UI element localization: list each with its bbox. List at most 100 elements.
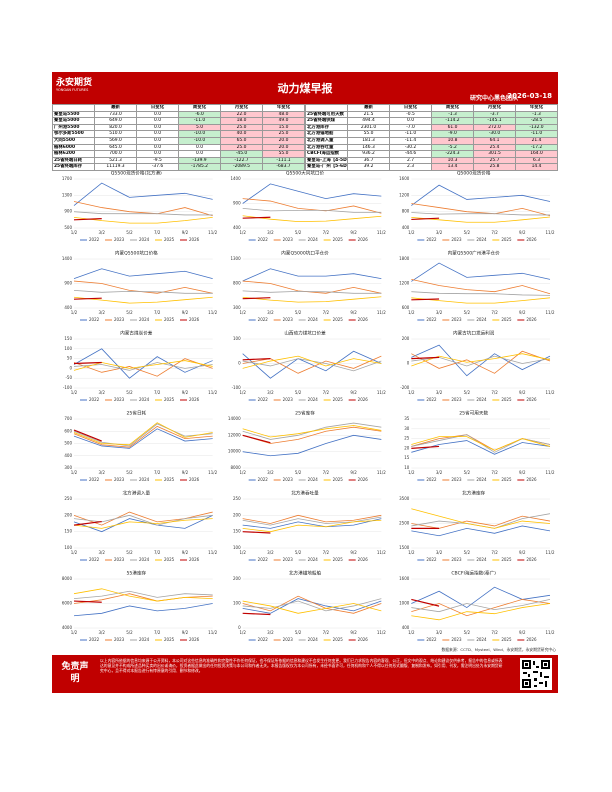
legend-label: 2022 [258, 397, 269, 402]
legend-label: 2024 [476, 397, 487, 402]
y-tick-label: 400 [402, 225, 410, 230]
x-tick-label: 5/2 [126, 230, 133, 235]
x-tick-label: 3/2 [267, 550, 274, 555]
x-tick-label: 5/2 [295, 390, 302, 395]
x-tick-label: 5/2 [295, 550, 302, 555]
cell: -10.0 [178, 130, 221, 138]
cell: -11.0 [515, 130, 558, 138]
table-row: 北方港调入量 181.3 -11.4 10.8 64.1 21.4 [305, 136, 558, 145]
cell: 22.0 [220, 110, 263, 119]
x-tick-label: 7/2 [154, 230, 161, 235]
y-tick-label: 400 [402, 625, 410, 630]
series-line [242, 183, 382, 204]
chart-title: Q5500现货价格(北方港) [111, 170, 162, 177]
legend-label: 2023 [283, 477, 294, 482]
row-label: 北方港锚地船 [305, 130, 348, 138]
cell: 25.0 [220, 143, 263, 152]
legend-label: 2024 [308, 637, 319, 642]
x-tick-label: 5/2 [295, 630, 302, 635]
cell: 0.0 [136, 136, 179, 145]
y-tick-label: 900 [233, 201, 241, 206]
series-line [242, 350, 382, 379]
y-tick-label: 50 [67, 356, 73, 361]
x-tick-label: 3/2 [99, 390, 106, 395]
series-line [411, 436, 551, 451]
legend-label: 2023 [283, 637, 294, 642]
cell: 569.0 [94, 136, 137, 145]
legend-label: 2022 [258, 477, 269, 482]
chart-title: 内蒙古煤炭价差 [120, 330, 153, 337]
x-tick-label: 7/2 [491, 310, 498, 315]
table-row: 大同5500 569.0 0.0 -10.0 65.0 20.0 [52, 136, 305, 145]
x-tick-label: 3/2 [436, 230, 443, 235]
row-label: 秦皇岛-上海【4-5DWT】 [305, 156, 348, 165]
cell: 272.0 [473, 123, 516, 132]
chart-title: 内蒙Q5500广州港平仓价 [448, 250, 500, 257]
x-tick-label: 3/2 [436, 550, 443, 555]
cell: -28.5 [515, 117, 558, 125]
x-tick-label: 11/2 [208, 550, 217, 555]
y-tick-label: 800 [233, 281, 241, 286]
cell: -6.0 [178, 110, 221, 119]
legend-label: 2025 [333, 317, 344, 322]
chart-title: CBCFI海运指数(秦广) [451, 570, 496, 577]
cell: 25.7 [473, 156, 516, 165]
row-label: 25省终端日耗 [52, 156, 95, 165]
y-tick-label: -100 [63, 385, 73, 390]
x-tick-label: 1/2 [239, 470, 246, 475]
x-tick-label: 7/2 [323, 390, 330, 395]
series-line [73, 514, 213, 533]
series-line [242, 425, 382, 438]
cell: -139.9 [178, 156, 221, 165]
series-line [411, 203, 551, 217]
chart-title: 北方港库存 [462, 490, 485, 497]
cell: 146.3 [347, 143, 390, 152]
series-line [73, 429, 102, 442]
y-tick-label: 0 [238, 361, 241, 366]
y-tick-label: 2500 [399, 521, 410, 526]
series-line [73, 297, 102, 300]
legend-label: 2022 [89, 317, 100, 322]
legend-label: 2023 [114, 397, 125, 402]
series-line [73, 218, 102, 221]
table-row: 北方港吞吐量 146.3 -30.2 -5.2 25.4 -17.2 [305, 143, 558, 152]
x-tick-label: 7/2 [323, 550, 330, 555]
legend-label: 2026 [358, 237, 369, 242]
y-tick-label: 600 [402, 305, 410, 310]
y-tick-label: 1600 [399, 576, 410, 581]
chart-title: 55港库存 [127, 570, 147, 577]
x-tick-label: 3/2 [436, 390, 443, 395]
legend-label: 2022 [426, 237, 437, 242]
legend-label: 2024 [139, 317, 150, 322]
legend-label: 2026 [358, 477, 369, 482]
chart-title: 内蒙古坑口发运利润 [453, 330, 495, 337]
tables: 最新 日变化 周变化 月变化 年变化 秦皇岛5500 733.0 0.0 -6.0 22.0 48.… [52, 104, 558, 171]
series-line [242, 531, 271, 534]
series-line [411, 298, 440, 301]
y-tick-label: 200 [233, 512, 241, 517]
row-label: 北方港库存 [305, 123, 348, 132]
x-tick-label: 3/2 [436, 470, 443, 475]
series-line [73, 182, 213, 206]
x-tick-label: 11/2 [377, 230, 386, 235]
legend-label: 2026 [358, 557, 369, 562]
y-tick-label: 3500 [399, 496, 410, 501]
series-line [411, 525, 551, 537]
report-title: 动力煤早报 [277, 82, 333, 95]
cell: -30.2 [389, 143, 432, 152]
series-line [73, 428, 213, 449]
cell: 2301.0 [347, 123, 390, 132]
x-tick-label: 1/2 [239, 390, 246, 395]
legend-label: 2025 [164, 237, 175, 242]
cell: -9.0 [431, 130, 474, 138]
y-tick-label: 800 [402, 209, 410, 214]
x-tick-label: 1/2 [71, 630, 78, 635]
cell: 2.7 [389, 156, 432, 165]
series-line [411, 603, 551, 621]
y-tick-label: 35 [404, 416, 410, 421]
logo-subtext: YONGAN FUTURES [56, 88, 89, 92]
x-tick-label: 1/2 [71, 470, 78, 475]
series-line [73, 423, 213, 447]
x-tick-label: 1/2 [239, 230, 246, 235]
cell: -114.2 [431, 117, 474, 125]
